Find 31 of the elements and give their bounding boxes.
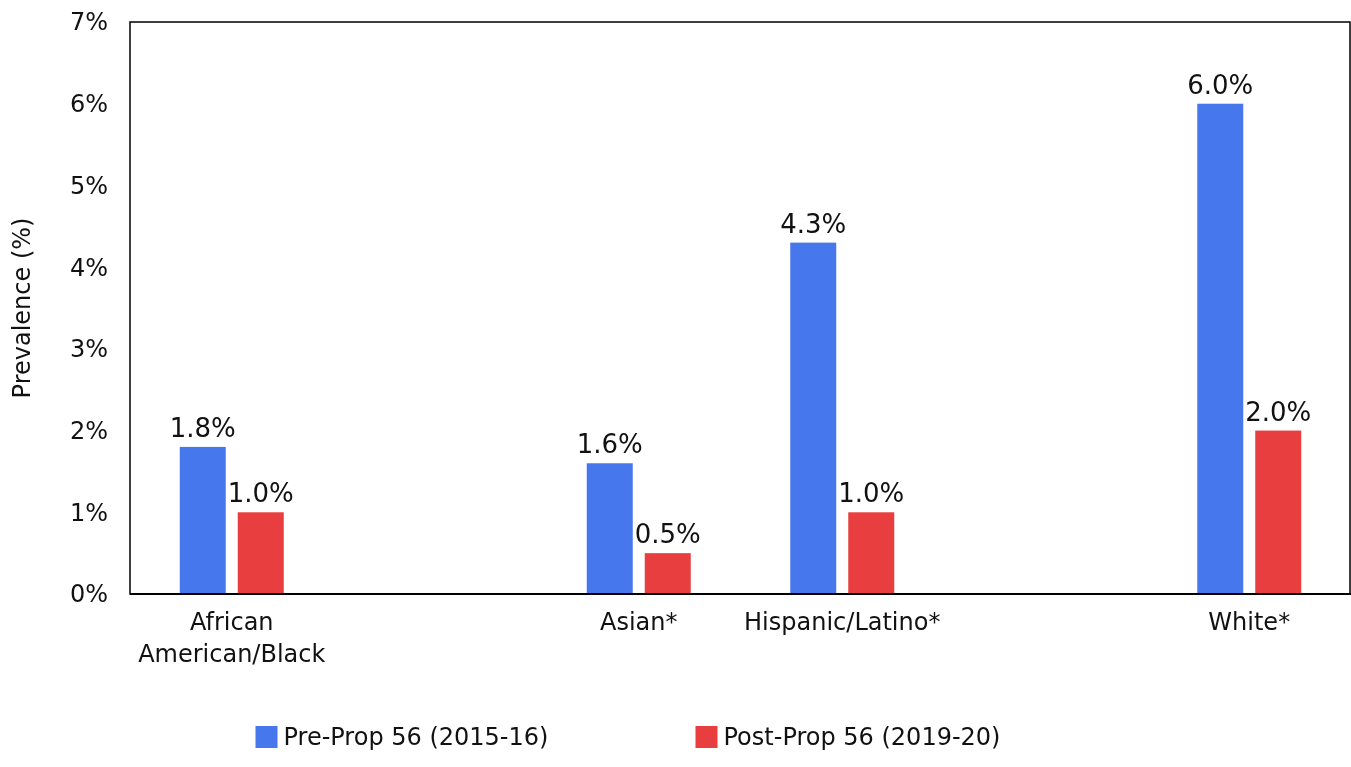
- bar: [179, 446, 226, 594]
- data-label: 4.3%: [780, 208, 847, 239]
- y-tick-label: 0%: [69, 580, 108, 609]
- data-label: 1.0%: [838, 478, 905, 509]
- data-label: 6.0%: [1187, 69, 1254, 100]
- y-tick-label: 4%: [69, 253, 108, 282]
- y-tick-label: 5%: [69, 171, 108, 200]
- x-tick-label: African American/Black: [138, 608, 326, 668]
- x-tick-label: Asian*: [599, 608, 678, 636]
- bar: [237, 512, 284, 594]
- data-label: 1.0%: [227, 478, 294, 509]
- bar: [1197, 103, 1244, 594]
- data-label: 2.0%: [1245, 396, 1312, 427]
- y-tick-label: 2%: [69, 416, 108, 445]
- legend-label: Pre-Prop 56 (2015-16): [283, 723, 549, 752]
- y-tick-label: 3%: [69, 335, 108, 364]
- bar: [790, 242, 837, 594]
- bar: [644, 553, 691, 594]
- y-tick-label: 7%: [69, 8, 108, 37]
- legend-label: Post-Prop 56 (2019-20): [723, 723, 1001, 752]
- bar: [1255, 430, 1302, 594]
- y-axis-title: Prevalence (%): [8, 217, 36, 399]
- data-label: 0.5%: [634, 519, 701, 550]
- bar: [848, 512, 895, 594]
- bar: [586, 463, 633, 594]
- data-label: 1.8%: [169, 412, 236, 443]
- y-tick-label: 6%: [69, 90, 108, 119]
- x-tick-label: White*: [1208, 608, 1291, 636]
- y-tick-label: 1%: [69, 498, 108, 527]
- data-label: 1.6%: [576, 429, 643, 460]
- x-tick-label: Hispanic/Latino*: [744, 608, 941, 636]
